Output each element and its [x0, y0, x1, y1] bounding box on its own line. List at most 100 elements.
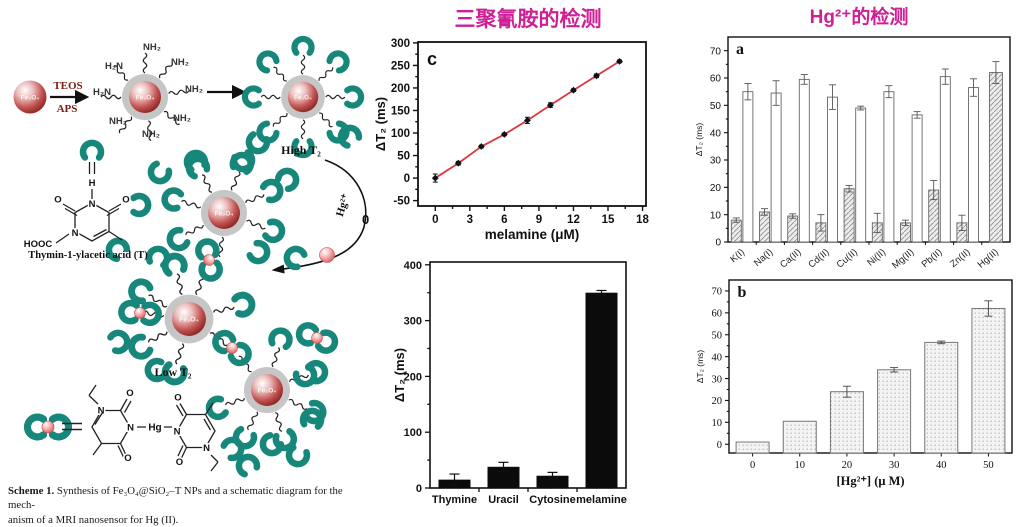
cluster-np-1: [163, 152, 285, 258]
svg-text:12: 12: [567, 214, 580, 226]
thymine-ligand-legend: H N O O N HOOC Thymin-1-ylacetic acid (T…: [22, 143, 148, 261]
amine-label: NH₂: [185, 84, 203, 95]
svg-text:50: 50: [712, 331, 723, 342]
svg-text:100: 100: [404, 427, 422, 439]
atom-o: O: [54, 195, 61, 206]
svg-text:0: 0: [715, 238, 721, 249]
hg-label: Hg: [148, 423, 161, 434]
hg-dose-bar-chart: 0 10 20 30 40 50 60 70 0 10 20 30 40 50 [Hg²⁺] (μ M) b Δ…: [694, 256, 1024, 516]
svg-text:0: 0: [404, 173, 410, 185]
aps-label: APS: [57, 103, 78, 115]
atom-o: O: [124, 453, 131, 464]
hg-ion-label: Hg²⁺: [334, 192, 352, 218]
svg-text:50: 50: [397, 151, 410, 163]
svg-text:400: 400: [404, 260, 422, 272]
svg-text:Uracil: Uracil: [488, 494, 519, 506]
atom-n: N: [203, 443, 210, 454]
svg-text:100: 100: [391, 128, 410, 140]
receptor-icon: [148, 247, 169, 266]
caption-label: Scheme 1.: [8, 485, 55, 497]
svg-text:ΔT₂ (ms): ΔT₂ (ms): [373, 97, 388, 151]
svg-text:10: 10: [710, 210, 722, 221]
svg-text:ΔT₂ (ms): ΔT₂ (ms): [392, 348, 407, 402]
receptor-icon: [249, 241, 271, 264]
atom-n: N: [98, 406, 105, 417]
svg-text:300: 300: [404, 316, 422, 328]
receptor-icon: [134, 196, 149, 214]
amine-label: NH₂: [109, 116, 127, 127]
svg-text:40: 40: [710, 128, 722, 139]
receptor-icon: [286, 447, 308, 467]
atom-o: O: [174, 393, 181, 404]
amine-label: H₂N: [93, 87, 111, 98]
svg-text:60: 60: [710, 74, 722, 85]
bare-fe3o4-nanoparticle: [13, 80, 47, 114]
svg-text:60: 60: [712, 309, 723, 320]
svg-text:Thymine: Thymine: [432, 494, 477, 506]
caption-text-line2: anism of a MRI nanosensor for Hg (II).: [8, 513, 179, 526]
receptor-icon: [284, 246, 306, 269]
teos-label: TEOS: [53, 80, 82, 92]
amine-label: NH₂: [142, 129, 160, 140]
hg-addition-arrow: [271, 159, 367, 274]
atom-n: N: [127, 423, 134, 434]
receptor-icon: [148, 163, 171, 185]
svg-text:Cytosine: Cytosine: [529, 494, 575, 506]
svg-text:30: 30: [710, 156, 722, 167]
hg-ion-sphere: [319, 247, 335, 263]
svg-text:10: 10: [795, 460, 806, 471]
svg-text:15: 15: [602, 214, 615, 226]
thymine-ring: [74, 202, 110, 242]
t-hg-t-junction-icon: [27, 417, 68, 437]
svg-text:6: 6: [501, 214, 507, 226]
svg-text:ΔT₂ (ms): ΔT₂ (ms): [695, 350, 705, 384]
atom-o: O: [176, 457, 183, 468]
svg-text:a: a: [736, 41, 744, 58]
svg-text:3: 3: [467, 214, 473, 226]
caption-text-line1: Synthesis of Fe₃O₄@SiO₂–T NPs and a sche…: [8, 485, 343, 512]
nucleobase-bar-plot: 0 100 200 300 400 Thymine Uracil Cytosine melami…: [392, 260, 627, 506]
svg-text:0: 0: [432, 214, 438, 226]
svg-text:20: 20: [712, 396, 723, 407]
svg-text:300: 300: [391, 38, 410, 50]
svg-text:0: 0: [416, 483, 422, 495]
receptor-icon: [110, 330, 130, 352]
receptor-icon: [83, 143, 101, 158]
atom-o: O: [126, 388, 133, 399]
svg-text:70: 70: [710, 46, 722, 57]
svg-text:ΔT₂ (ms): ΔT₂ (ms): [694, 123, 704, 157]
svg-text:50: 50: [710, 101, 722, 112]
svg-text:18: 18: [636, 214, 649, 226]
atom-n: N: [72, 228, 79, 239]
svg-text:0: 0: [750, 460, 755, 471]
svg-text:40: 40: [712, 352, 723, 363]
svg-text:melamine: melamine: [576, 494, 627, 506]
svg-text:250: 250: [391, 61, 410, 73]
high-t2-label: High T₂: [281, 143, 321, 157]
cluster-np-3: [206, 329, 327, 451]
melamine-line-chart: 三聚氰胺的检测 -50 0 50 100 150 200 250 300 0 3 6 9 12 15 18 Δ…: [372, 8, 658, 252]
nucleobase-bar-chart: 0 100 200 300 400 Thymine Uracil Cytosine melami…: [392, 252, 662, 514]
atom-n: N: [174, 427, 181, 438]
svg-text:200: 200: [391, 83, 410, 95]
svg-text:40: 40: [936, 460, 947, 471]
stray-axis-zero: 0: [362, 212, 370, 227]
svg-text:70: 70: [712, 287, 723, 298]
svg-text:20: 20: [842, 460, 853, 471]
svg-text:30: 30: [712, 374, 723, 385]
atom-n: N: [89, 199, 96, 210]
amine-label: NH₂: [173, 113, 191, 124]
t-hg-t-junction-icon: [212, 329, 252, 366]
svg-text:b: b: [738, 284, 747, 301]
svg-text:50: 50: [983, 460, 994, 471]
svg-text:10: 10: [712, 418, 723, 429]
hg-dose-plot: 0 10 20 30 40 50 60 70 0 10 20 30 40 50 [Hg²⁺] (μ M) b Δ…: [695, 279, 1013, 488]
amine-label: H₂N: [105, 61, 123, 72]
melamine-section-title: 三聚氰胺的检测: [454, 8, 602, 31]
svg-text:melamine (μM): melamine (μM): [485, 227, 580, 242]
svg-text:-50: -50: [393, 196, 410, 208]
t-hg-t-junction-icon: [197, 240, 221, 280]
thymine-name-label: Thymin-1-ylacetic acid (T): [28, 250, 148, 261]
